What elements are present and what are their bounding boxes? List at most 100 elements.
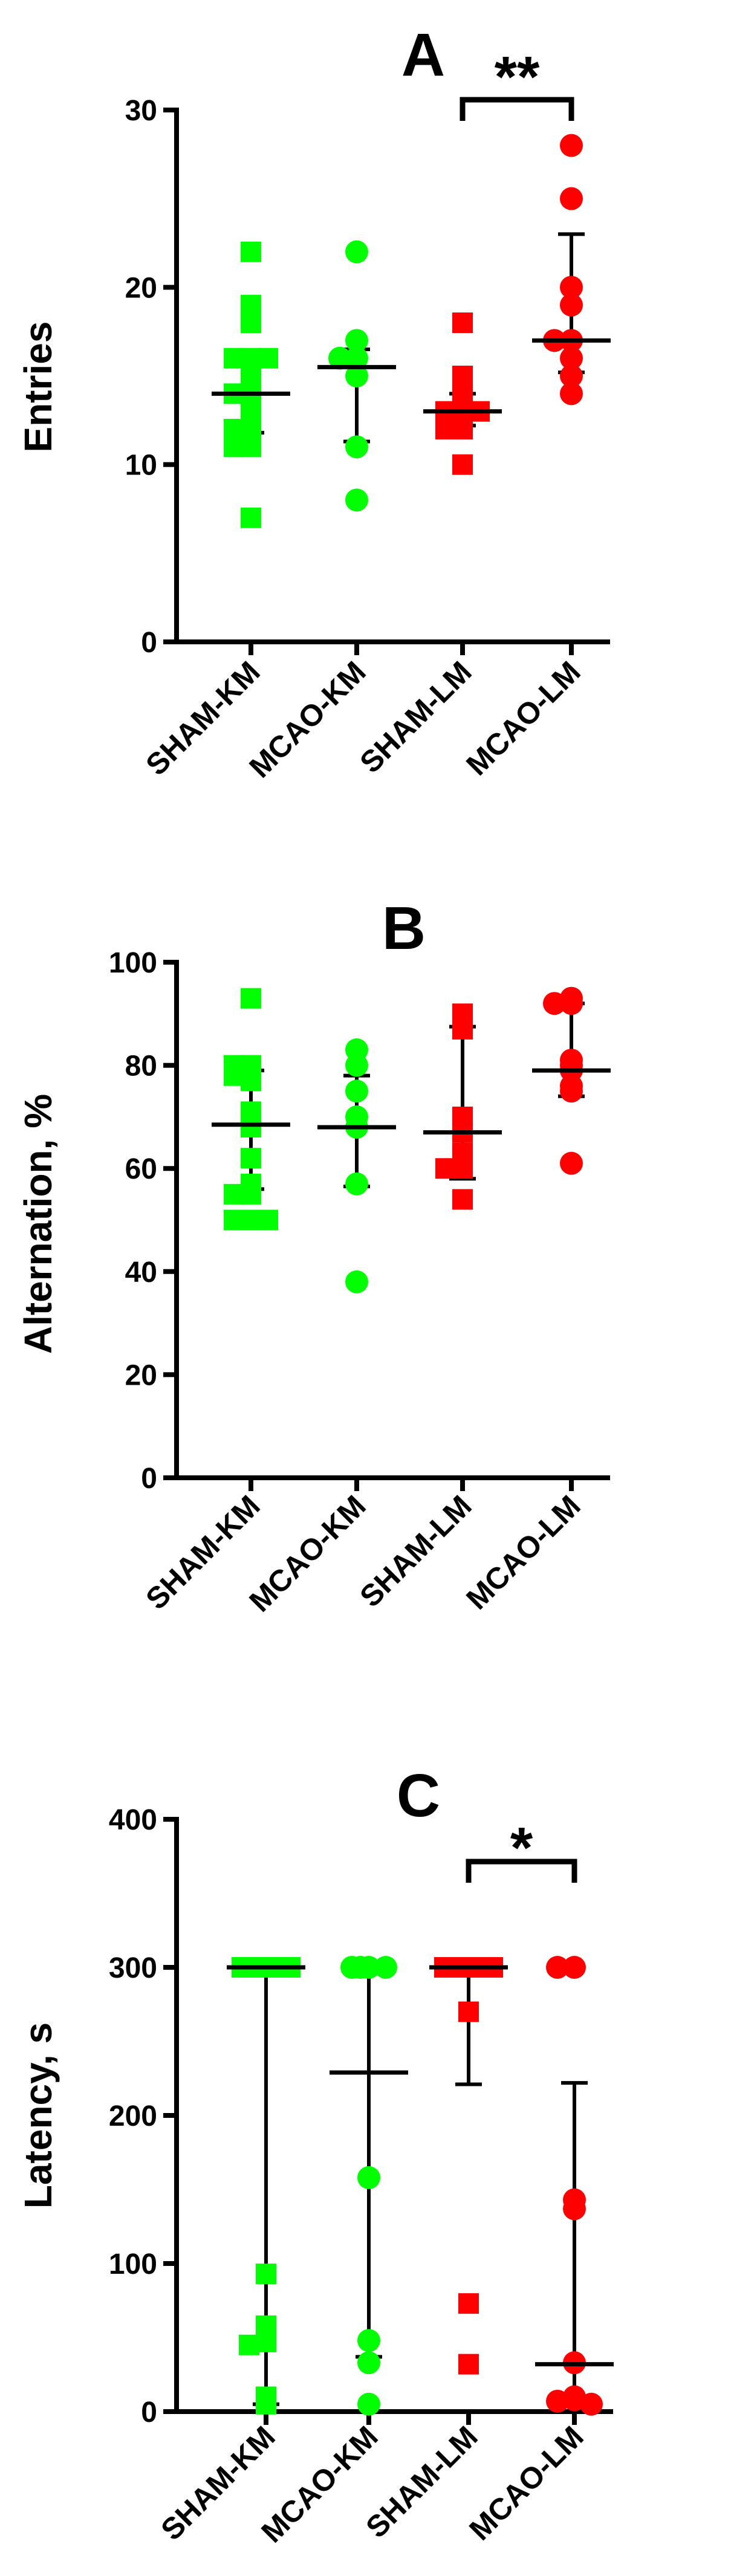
y-axis-label: Latency, s — [16, 2022, 60, 2209]
data-point-square — [241, 312, 261, 333]
data-point-square — [241, 1116, 261, 1138]
data-point-circle — [345, 329, 368, 352]
y-tick-label: 200 — [109, 2100, 157, 2132]
data-point-circle — [580, 2392, 603, 2416]
data-point-circle — [563, 2197, 586, 2221]
data-point-circle — [345, 240, 368, 264]
data-point-circle — [349, 1956, 372, 1979]
data-point-square — [241, 1070, 261, 1092]
data-point-square — [241, 401, 261, 422]
significance-label: ** — [495, 45, 540, 109]
x-tick-label: MCAO-LM — [460, 1489, 586, 1616]
data-point-square — [239, 2334, 259, 2355]
data-point-square — [452, 383, 473, 404]
data-point-circle — [560, 992, 583, 1015]
x-tick-label: SHAM-LM — [353, 1489, 478, 1614]
data-point-square — [458, 2001, 479, 2022]
data-point-circle — [560, 382, 583, 406]
y-tick-label: 100 — [109, 2248, 157, 2280]
y-tick-label: 80 — [125, 1050, 157, 1083]
x-tick-label: MCAO-KM — [242, 1489, 372, 1618]
y-tick-label: 20 — [125, 1359, 157, 1391]
x-tick-label: MCAO-LM — [460, 655, 586, 782]
y-tick-label: 400 — [109, 1804, 157, 1836]
data-point-square — [224, 1209, 244, 1231]
significance-bracket — [466, 1859, 577, 1883]
data-point-square — [241, 294, 261, 316]
y-tick-label: 20 — [125, 272, 157, 304]
data-point-square — [256, 2393, 276, 2415]
significance-bracket — [460, 97, 574, 121]
data-point-square — [452, 454, 473, 475]
data-point-square — [241, 241, 261, 262]
data-point-circle — [345, 435, 368, 459]
data-point-square — [435, 1158, 456, 1179]
panel-letter-b: B — [382, 895, 426, 962]
data-point-circle — [345, 488, 368, 512]
y-tick-label: 10 — [125, 450, 157, 482]
y-tick-label: 60 — [125, 1153, 157, 1185]
y-tick-label: 100 — [109, 947, 157, 979]
data-point-circle — [560, 364, 583, 387]
y-axis-label: Alternation, % — [16, 1094, 60, 1354]
y-tick-label: 0 — [141, 627, 157, 659]
data-point-square — [435, 419, 456, 439]
data-point-square — [241, 988, 261, 1009]
y-tick-label: 40 — [125, 1257, 157, 1289]
data-point-square — [224, 1183, 244, 1205]
data-point-square — [241, 507, 261, 528]
data-point-circle — [345, 1172, 368, 1196]
data-point-circle — [357, 2329, 380, 2352]
data-point-square — [458, 2354, 479, 2375]
data-point-circle — [374, 1956, 397, 1979]
data-point-circle — [345, 364, 368, 387]
data-point-circle — [345, 1079, 368, 1103]
data-point-square — [224, 436, 244, 458]
panel-c: C Latency, s 0100200300400SHAM-KMMCAO-KM… — [16, 1762, 614, 2549]
y-tick-label: 30 — [125, 95, 157, 127]
x-tick-label: MCAO-LM — [463, 2419, 590, 2546]
data-point-circle — [563, 1956, 586, 1979]
data-point-square — [256, 2264, 276, 2285]
y-axis-label: Entries — [16, 322, 60, 453]
data-point-circle — [560, 293, 583, 317]
data-point-square — [452, 312, 473, 333]
data-marks — [212, 986, 611, 1293]
data-point-circle — [546, 1956, 569, 1979]
data-point-circle — [560, 1079, 583, 1103]
data-point-circle — [560, 1151, 583, 1175]
data-point-circle — [345, 1053, 368, 1077]
data-point-square — [458, 2293, 479, 2314]
data-point-circle — [560, 276, 583, 299]
data-point-square — [224, 348, 244, 369]
data-marks: * — [227, 1816, 614, 2416]
data-point-circle — [560, 346, 583, 370]
x-tick-label: MCAO-KM — [242, 655, 372, 784]
significance-label: * — [510, 1816, 533, 1880]
panel-b: B Alternation, % 020406080100SHAM-KMMCAO… — [16, 895, 611, 1619]
data-point-circle — [357, 2166, 380, 2189]
data-point-circle — [560, 187, 583, 210]
data-point-square — [452, 366, 473, 386]
data-point-square — [241, 366, 261, 386]
panel-letter-c: C — [397, 1762, 440, 1830]
data-point-square — [452, 1018, 473, 1040]
data-point-circle — [328, 346, 351, 370]
y-tick-label: 300 — [109, 1952, 157, 1984]
data-point-circle — [345, 346, 368, 370]
data-point-circle — [345, 1270, 368, 1293]
x-tick-label: SHAM-LM — [353, 655, 478, 780]
y-tick-label: 0 — [141, 2396, 157, 2429]
data-point-circle — [560, 134, 583, 157]
panel-letter-a: A — [401, 21, 445, 89]
data-point-square — [258, 1209, 278, 1231]
data-point-square — [224, 419, 244, 439]
y-tick-label: 0 — [141, 1463, 157, 1495]
data-point-square — [241, 1148, 261, 1169]
data-point-circle — [543, 992, 566, 1015]
data-point-square — [452, 1189, 473, 1210]
data-point-circle — [357, 2392, 380, 2416]
panel-a: A Entries 0102030SHAM-KMMCAO-KMSHAM-LMMC… — [16, 21, 611, 785]
